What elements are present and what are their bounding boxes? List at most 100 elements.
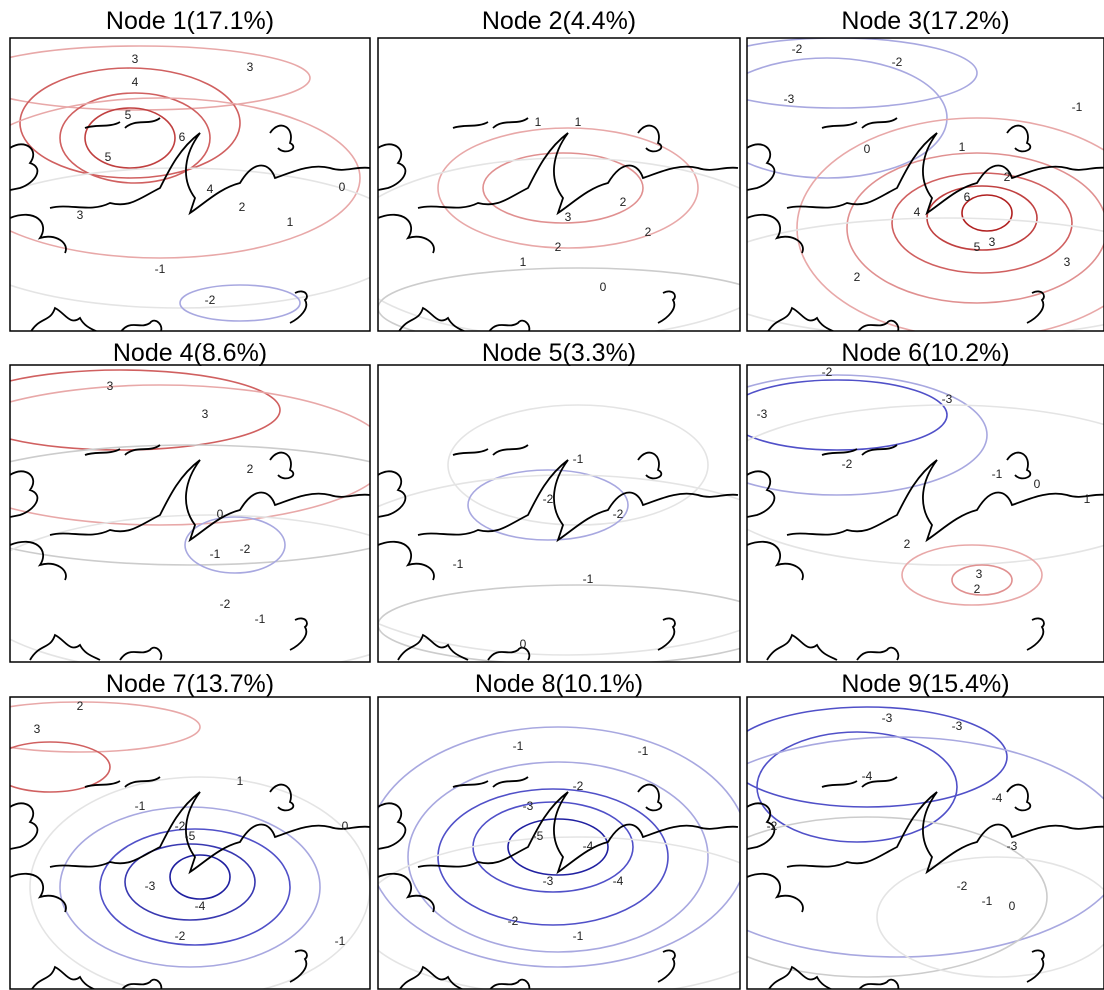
- coastline: [378, 776, 739, 989]
- contour-line: [84, 107, 176, 169]
- contour-label: 2: [247, 462, 254, 476]
- contour-label: -5: [533, 829, 544, 843]
- contour-label: -2: [175, 929, 186, 943]
- panel-content: [10, 45, 370, 331]
- panel-content: [747, 38, 1104, 331]
- contour-label: 4: [914, 205, 921, 219]
- contour-line: [756, 731, 958, 843]
- contour-line: [961, 194, 1013, 232]
- contour-label: -1: [335, 934, 346, 948]
- contour-label: 1: [237, 774, 244, 788]
- contour-line: [378, 157, 740, 331]
- panel-frame: [746, 37, 1104, 332]
- contour-label: 2: [77, 699, 84, 713]
- contour-label: 1: [575, 115, 582, 129]
- contour-line: [19, 67, 241, 179]
- contour-line: [10, 167, 370, 309]
- panel-frame: [9, 696, 371, 990]
- contour-label: 3: [34, 722, 41, 736]
- contour-line: [747, 404, 1104, 566]
- coastline: [747, 117, 1104, 331]
- contour-label: -3: [523, 799, 534, 813]
- contour-line: [901, 544, 1043, 606]
- map-panel: -3 -3 -4 -4 -2 -3 -2 -1 0: [746, 696, 1104, 990]
- contour-label: 0: [217, 507, 224, 521]
- map-panel: -1 -2 -2 -1 -1 0: [377, 364, 741, 663]
- contour-label: -1: [155, 262, 166, 276]
- contour-line: [10, 97, 361, 259]
- contour-label: 3: [132, 52, 139, 66]
- contour-line: [891, 172, 1073, 274]
- contour-label: -3: [757, 407, 768, 421]
- contour-label: 0: [864, 142, 871, 156]
- contour-line: [10, 384, 370, 526]
- contour-line: [378, 267, 740, 331]
- contour-line: [179, 284, 301, 322]
- contour-label: -3: [882, 711, 893, 725]
- coastline: [10, 117, 370, 331]
- contour-label: 5: [105, 150, 112, 164]
- contour-label: 2: [974, 582, 981, 596]
- contour-line: [184, 516, 286, 574]
- contour-label: 2: [854, 270, 861, 284]
- contour-label: 2: [645, 225, 652, 239]
- contour-line: [378, 584, 740, 662]
- panel-content: [747, 706, 1104, 989]
- contour-label: -3: [942, 392, 953, 406]
- panel-title: Node 7(13.7%): [106, 670, 274, 698]
- contour-label: 3: [989, 235, 996, 249]
- contour-line: [507, 818, 609, 876]
- panel-title: Node 9(15.4%): [841, 670, 1009, 698]
- contour-line: [378, 836, 740, 989]
- panel-title: Node 2(4.4%): [482, 7, 636, 35]
- contour-label: -1: [210, 547, 221, 561]
- contour-line: [796, 117, 1104, 331]
- contour-line: [59, 806, 321, 968]
- contour-label: -1: [638, 744, 649, 758]
- contour-line: [378, 726, 740, 968]
- contour-label: 4: [207, 182, 214, 196]
- contour-line: [378, 474, 740, 656]
- contour-label: -2: [842, 457, 853, 471]
- contour-line: [747, 38, 978, 109]
- contour-label: 3: [77, 208, 84, 222]
- panel-frame: [377, 696, 741, 990]
- contour-label: 1: [1084, 492, 1091, 506]
- contour-label: 6: [964, 190, 971, 204]
- contour-label: 0: [600, 280, 607, 294]
- panel-content: [747, 374, 1104, 661]
- contour-label: -2: [792, 42, 803, 56]
- contour-line: [169, 854, 231, 900]
- panel-title: Node 3(17.2%): [841, 7, 1009, 35]
- contour-label: -1: [573, 452, 584, 466]
- panel-content: [378, 117, 740, 331]
- contour-label: -2: [240, 542, 251, 556]
- contour-label: -1: [135, 799, 146, 813]
- contour-label: 3: [565, 210, 572, 224]
- map-panel: 3 3 4 5 6 5 4 3 2 1 0 -1 -2: [9, 37, 371, 332]
- contour-label: 0: [520, 637, 527, 651]
- coastline: [10, 444, 370, 661]
- panel-frame: [746, 696, 1104, 990]
- contour-line: [124, 843, 256, 921]
- contour-line: [951, 564, 1013, 596]
- contour-label: 2: [239, 200, 246, 214]
- contour-label: -3: [952, 719, 963, 733]
- panel-title: Node 4(8.6%): [113, 339, 267, 367]
- contour-label: -1: [982, 894, 993, 908]
- contour-line: [407, 761, 709, 953]
- contour-label: -1: [573, 929, 584, 943]
- contour-label: -3: [543, 874, 554, 888]
- contour-label: -2: [205, 293, 216, 307]
- map-panel: 1 1 2 3 2 2 1 0: [377, 37, 741, 332]
- contour-label: -4: [583, 839, 594, 853]
- map-panel: 3 3 2 0 -1 -2 -2 -1: [9, 364, 371, 663]
- contour-line: [747, 217, 1104, 331]
- contour-label: 6: [179, 130, 186, 144]
- contour-label: 1: [287, 215, 294, 229]
- contour-line: [467, 469, 629, 541]
- contour-label: 2: [1004, 170, 1011, 184]
